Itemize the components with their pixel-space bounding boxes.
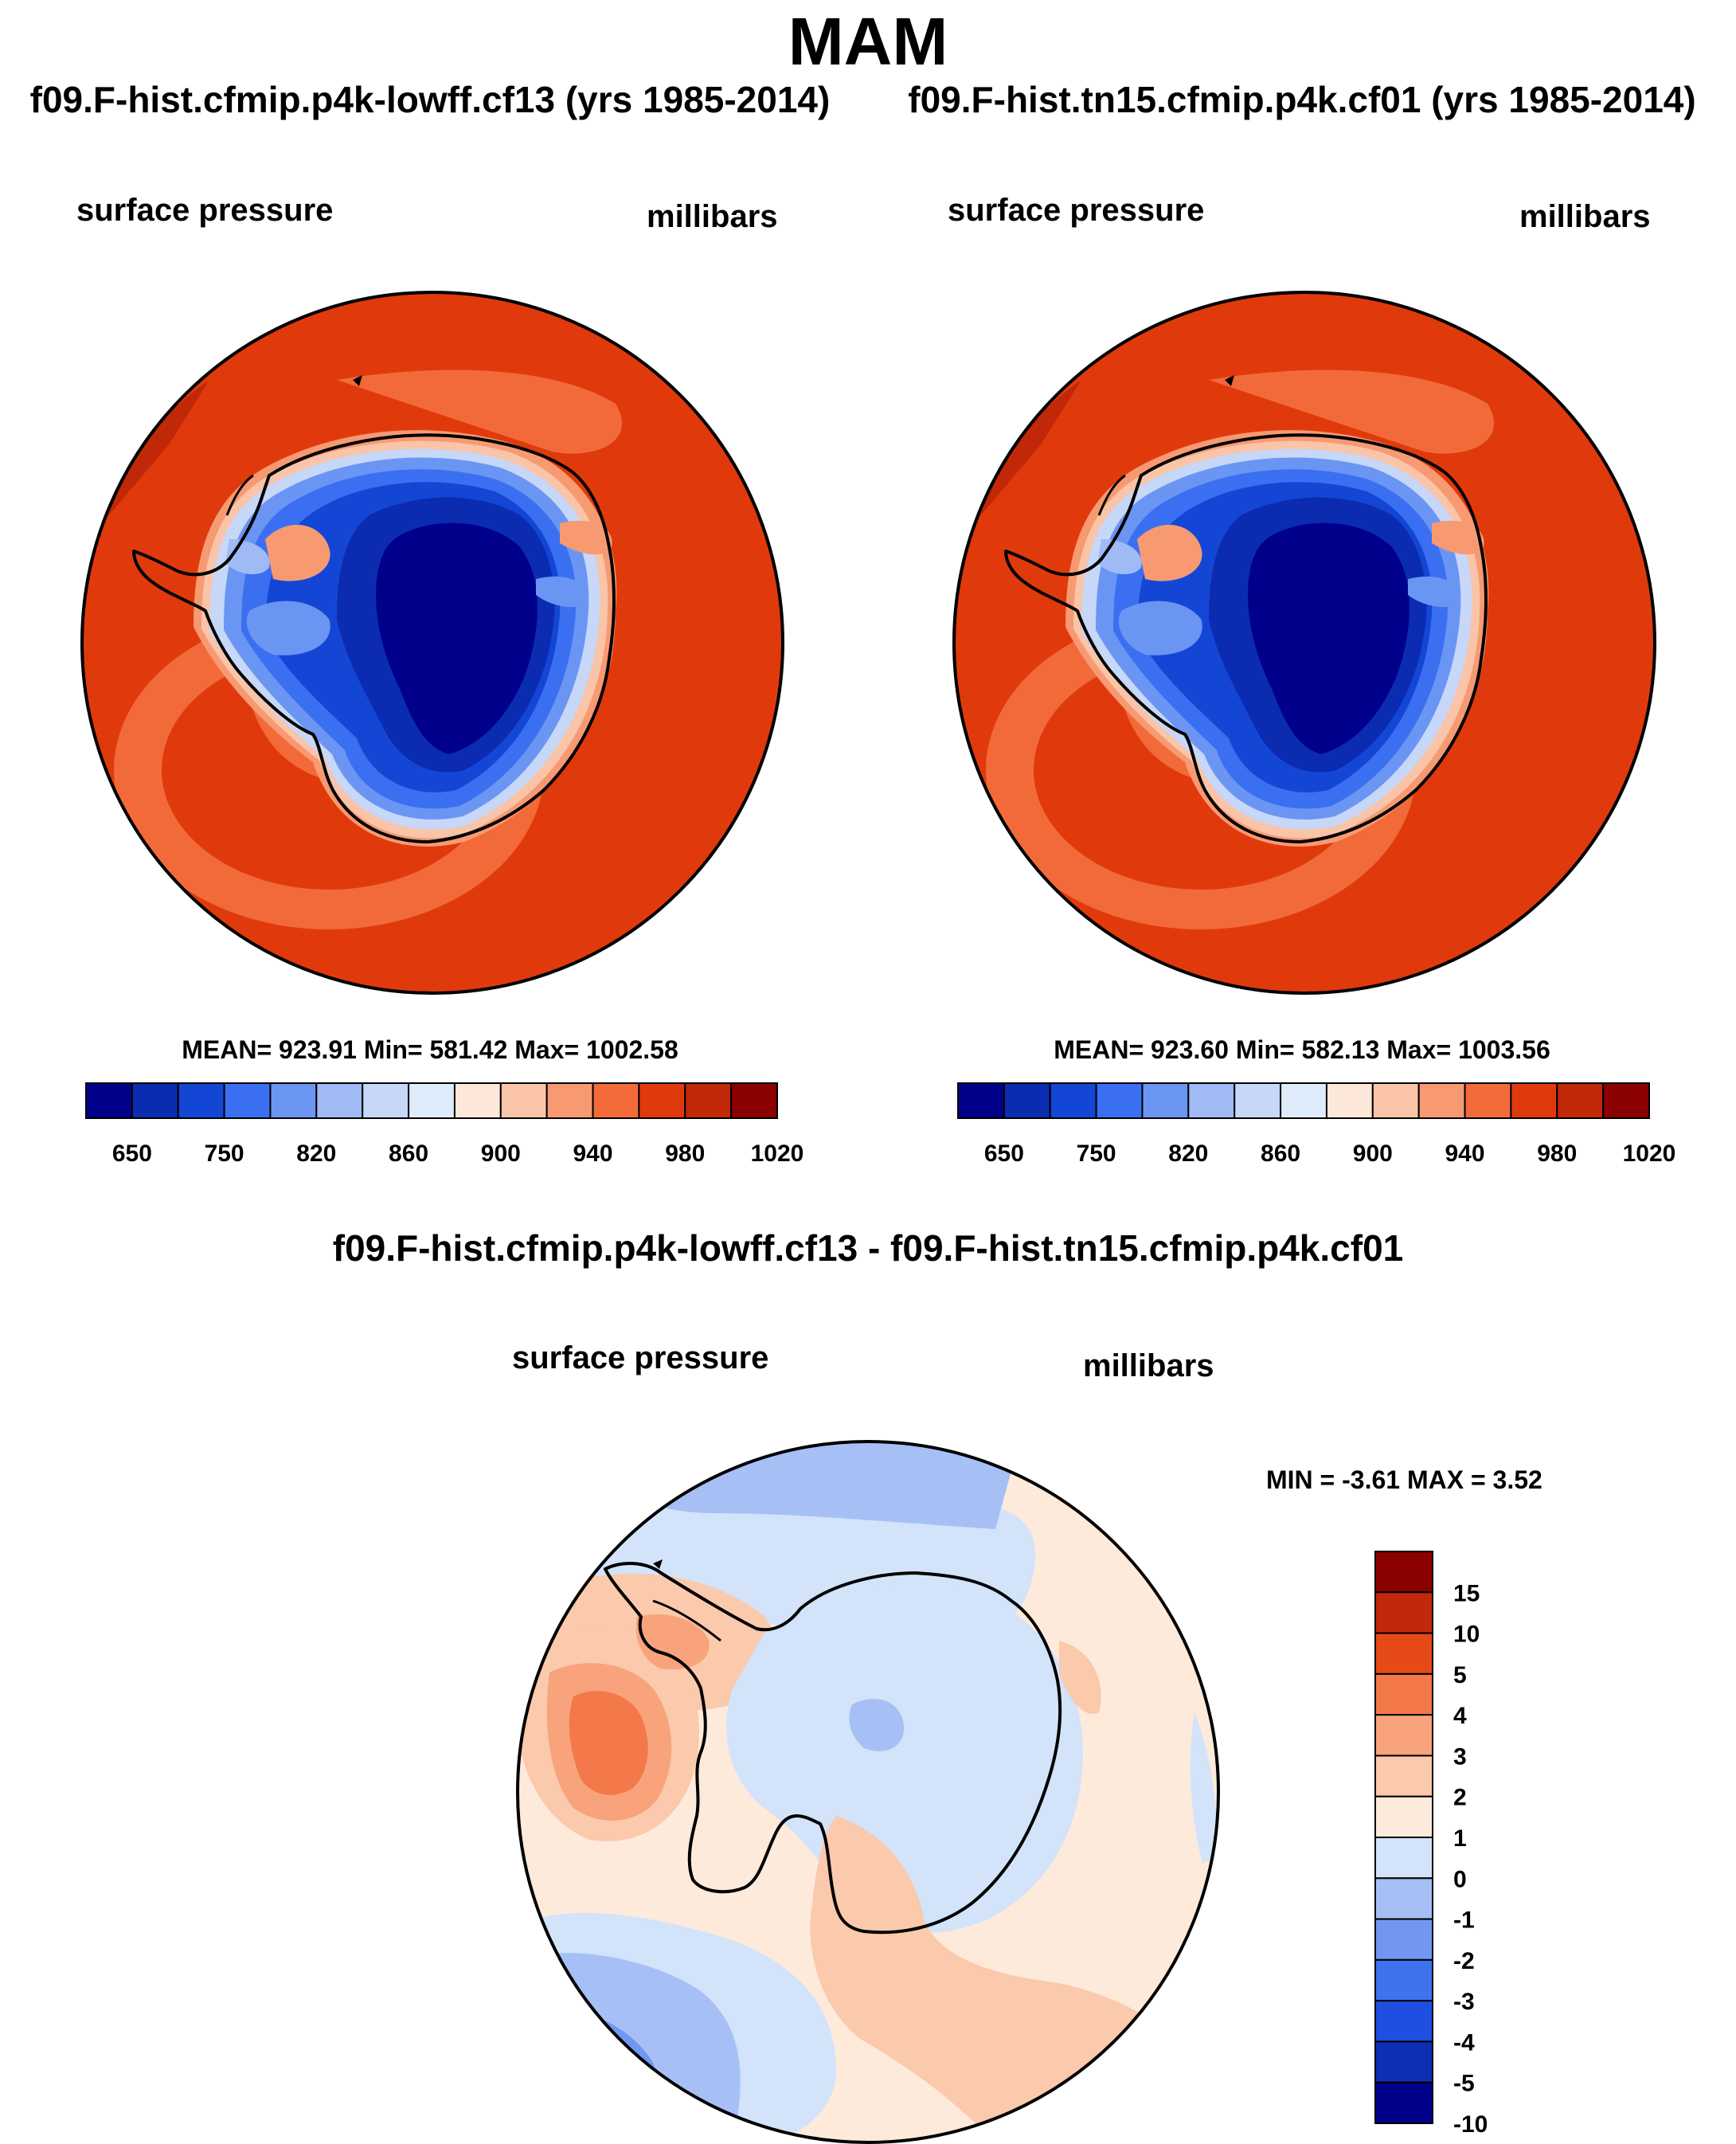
left-colorbar-label: 900 — [481, 1140, 521, 1167]
right-colorbar-box — [1325, 1082, 1374, 1119]
diff-colorbar-box — [1374, 1877, 1433, 1920]
diff-variable-label: surface pressure — [512, 1340, 769, 1375]
figure-title: MAM — [788, 4, 948, 79]
diff-colorbar-box — [1374, 2000, 1433, 2043]
right-colorbar-box — [1095, 1082, 1144, 1119]
diff-colorbar-label: -3 — [1453, 1989, 1475, 2015]
right-stats: MEAN= 923.60 Min= 582.13 Max= 1003.56 — [1054, 1035, 1550, 1064]
left-colorbar-box — [177, 1082, 225, 1119]
left-colorbar-box — [592, 1082, 640, 1119]
left-units-label: millibars — [647, 199, 778, 234]
left-polar-map — [82, 292, 783, 993]
left-colorbar-box — [545, 1082, 594, 1119]
diff-colorbar-box — [1374, 2040, 1433, 2083]
diff-colorbar-label: -10 — [1453, 2111, 1488, 2138]
left-case-title: f09.F-hist.cfmip.p4k-lowff.cf13 (yrs 198… — [29, 79, 831, 120]
diff-colorbar-label: 4 — [1453, 1703, 1467, 1729]
right-polar-map — [954, 292, 1655, 993]
right-colorbar-box — [1556, 1082, 1605, 1119]
left-colorbar-label: 940 — [573, 1140, 613, 1167]
left-colorbar-box — [638, 1082, 686, 1119]
diff-colorbar-label: -2 — [1453, 1948, 1475, 1974]
right-colorbar-label: 1020 — [1623, 1140, 1676, 1167]
left-colorbar-box — [131, 1082, 179, 1119]
left-colorbar-box — [85, 1082, 133, 1119]
diff-colorbar-label: 0 — [1453, 1866, 1467, 1892]
right-colorbar-box — [1187, 1082, 1236, 1119]
left-colorbar-box — [315, 1082, 364, 1119]
diff-colorbar-box — [1374, 1755, 1433, 1798]
left-colorbar-label: 860 — [389, 1140, 428, 1167]
right-colorbar: 650 750 820 860 900 940 980 1020 — [957, 1082, 1676, 1167]
left-colorbar-box — [408, 1082, 456, 1119]
right-variable-label: surface pressure — [948, 193, 1205, 228]
left-colorbar-label: 980 — [665, 1140, 705, 1167]
right-colorbar-label: 750 — [1077, 1140, 1116, 1167]
right-colorbar-box — [1003, 1082, 1051, 1119]
diff-case-title: f09.F-hist.cfmip.p4k-lowff.cf13 - f09.F-… — [332, 1227, 1404, 1269]
left-colorbar-label: 650 — [112, 1140, 152, 1167]
diff-colorbar-label: 1 — [1453, 1825, 1467, 1852]
left-colorbar-label: 820 — [296, 1140, 336, 1167]
right-colorbar-box — [1417, 1082, 1466, 1119]
diff-colorbar-box — [1374, 1918, 1433, 1961]
diff-polar-map — [518, 1442, 1218, 2142]
diff-colorbar-box — [1374, 1591, 1433, 1634]
diff-stats: MIN = -3.61 MAX = 3.52 — [1266, 1465, 1542, 1494]
right-colorbar-box — [1280, 1082, 1327, 1119]
left-colorbar-label: 1020 — [751, 1140, 804, 1167]
diff-colorbar-box — [1374, 1958, 1433, 2002]
diff-colorbar-label: 10 — [1453, 1622, 1480, 1648]
right-colorbar-box — [957, 1082, 1005, 1119]
diff-colorbar-label: -4 — [1453, 2029, 1475, 2056]
diff-colorbar-label: -5 — [1453, 2071, 1475, 2097]
diff-colorbar-label: 2 — [1453, 1785, 1467, 1811]
left-variable-label: surface pressure — [76, 193, 334, 228]
diff-colorbar-label: 3 — [1453, 1743, 1467, 1770]
diff-colorbar-label: 15 — [1453, 1580, 1480, 1606]
diff-colorbar-box — [1374, 2081, 1433, 2125]
diff-colorbar-box — [1374, 1673, 1433, 1716]
right-colorbar-box — [1510, 1082, 1558, 1119]
left-colorbar-box — [684, 1082, 733, 1119]
right-colorbar-label: 860 — [1261, 1140, 1300, 1167]
right-colorbar-box — [1234, 1082, 1282, 1119]
left-colorbar-box — [223, 1082, 272, 1119]
right-colorbar-label: 820 — [1168, 1140, 1208, 1167]
left-colorbar-box — [730, 1082, 779, 1119]
right-colorbar-label: 650 — [984, 1140, 1024, 1167]
left-colorbar: 650 750 820 860 900 940 980 1020 — [85, 1082, 804, 1167]
right-colorbar-box — [1141, 1082, 1190, 1119]
right-colorbar-box — [1371, 1082, 1420, 1119]
right-colorbar-box — [1464, 1082, 1512, 1119]
diff-colorbar-box — [1374, 1632, 1433, 1675]
left-stats: MEAN= 923.91 Min= 581.42 Max= 1002.58 — [182, 1035, 678, 1064]
diff-colorbar-label: -1 — [1453, 1907, 1475, 1934]
right-case-title: f09.F-hist.tn15.cfmip.p4k.cf01 (yrs 1985… — [908, 79, 1696, 120]
right-colorbar-label: 940 — [1445, 1140, 1485, 1167]
left-colorbar-box — [499, 1082, 548, 1119]
diff-colorbar-box — [1374, 1551, 1433, 1594]
right-units-label: millibars — [1519, 199, 1651, 234]
diff-colorbar-box — [1374, 1837, 1433, 1880]
left-colorbar-box — [269, 1082, 318, 1119]
right-colorbar-label: 900 — [1353, 1140, 1393, 1167]
right-colorbar-box — [1049, 1082, 1097, 1119]
diff-units-label: millibars — [1083, 1348, 1214, 1383]
diff-colorbar-label: 5 — [1453, 1662, 1467, 1688]
right-colorbar-label: 980 — [1537, 1140, 1577, 1167]
right-colorbar-box — [1602, 1082, 1650, 1119]
left-colorbar-label: 750 — [205, 1140, 244, 1167]
left-colorbar-box — [362, 1082, 410, 1119]
diff-colorbar-box — [1374, 1795, 1433, 1839]
left-colorbar-box — [453, 1082, 502, 1119]
diff-colorbar-box — [1374, 1714, 1433, 1757]
